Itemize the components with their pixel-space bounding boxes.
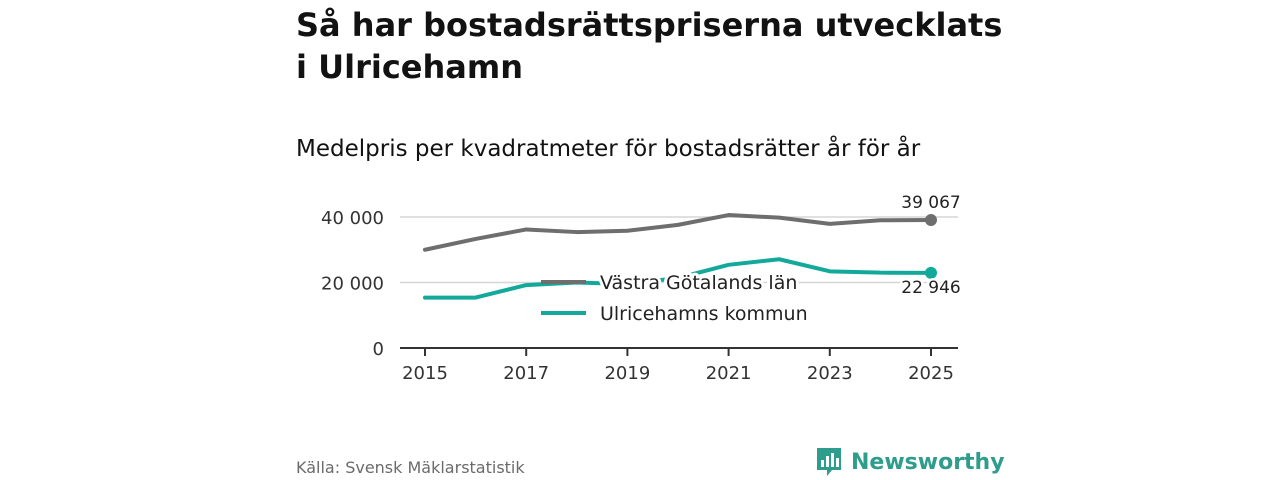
x-tick-label: 2019	[604, 363, 650, 384]
x-tick-label: 2021	[706, 363, 752, 384]
newsworthy-logo-icon	[817, 448, 841, 476]
legend-label-halo: Ulricehamns kommun	[600, 303, 808, 325]
grid-lines	[400, 216, 958, 284]
legend-label: Västra Götalands län	[600, 272, 797, 294]
y-axis-ticks: 0 20 000 40 000	[321, 208, 384, 360]
series-line	[423, 213, 933, 252]
source-note: Källa: Svensk Mäklarstatistik	[296, 458, 525, 477]
x-tick-label: 2017	[503, 363, 549, 384]
end-label: 22 946	[901, 278, 960, 298]
x-tick-label: 2025	[908, 363, 954, 384]
x-tick-label: 2023	[807, 363, 853, 384]
series-end-point	[925, 266, 937, 279]
brand-name: Newsworthy	[851, 449, 1005, 475]
series-lines	[423, 213, 937, 300]
y-tick-label: 40 000	[321, 208, 384, 229]
series-end-point	[925, 214, 937, 227]
series-line	[423, 257, 933, 300]
y-tick-label: 0	[373, 339, 384, 360]
brand-logo: Newsworthy	[815, 446, 1005, 478]
chart-subtitle: Medelpris per kvadratmeter för bostadsrä…	[296, 136, 921, 162]
y-tick-label: 20 000	[321, 274, 384, 295]
chart-title: Så har bostadsrättspriserna utvecklats i…	[296, 6, 1003, 86]
end-label-halo: 39 067	[901, 193, 960, 213]
legend-label: Ulricehamns kommun	[600, 303, 808, 325]
end-label-halo: 22 946	[901, 278, 960, 298]
end-label: 39 067	[901, 193, 960, 213]
x-tick-label: 2015	[402, 363, 448, 384]
legend-label-halo: Västra Götalands län	[600, 272, 797, 294]
x-axis-ticks: 2015 2017 2019 2021 2023 2025	[402, 348, 954, 384]
